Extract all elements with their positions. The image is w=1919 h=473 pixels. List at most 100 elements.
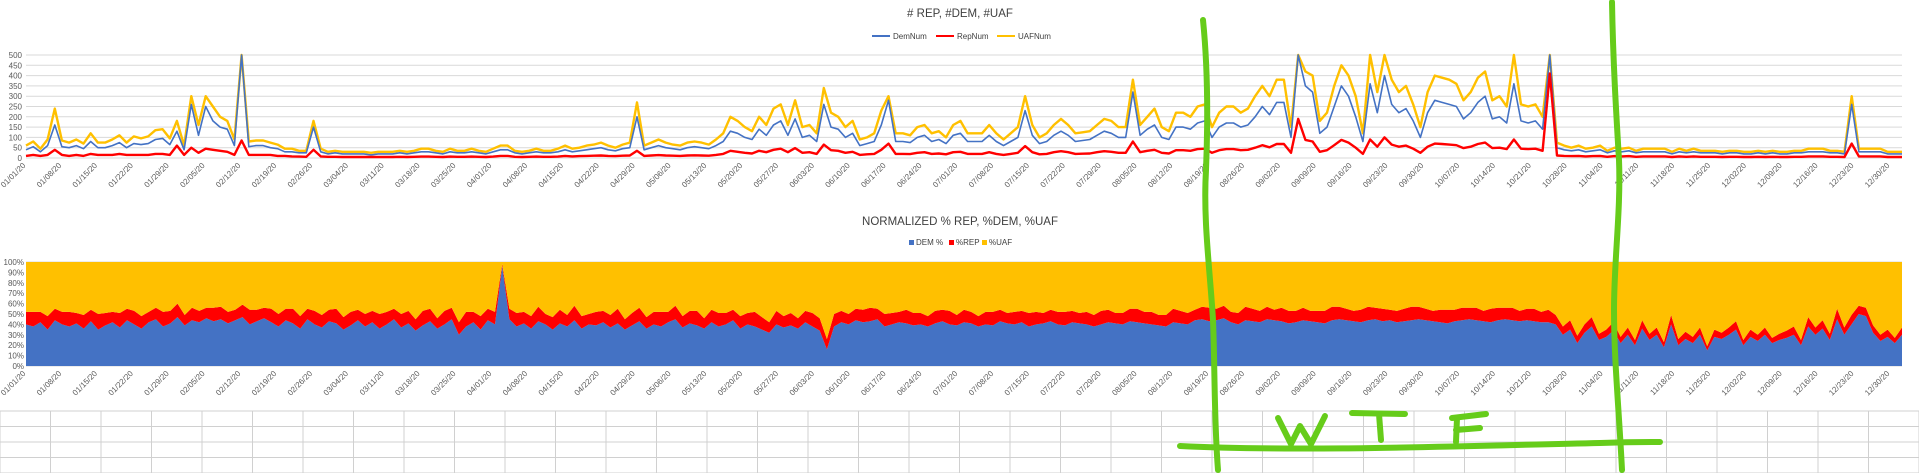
count-y-tick: 200 [9, 113, 23, 122]
percent-x-tick: 07/15/20 [1003, 369, 1032, 398]
count-x-tick: 09/16/20 [1325, 161, 1354, 190]
count-y-tick: 350 [9, 82, 23, 91]
percent-x-tick: 09/23/20 [1361, 369, 1390, 398]
count-x-tick: 10/28/20 [1540, 161, 1569, 190]
spreadsheet-cell-grid[interactable] [0, 410, 1919, 473]
count-y-tick: 150 [9, 123, 23, 132]
count-x-tick: 03/11/20 [358, 161, 386, 189]
annotation-letter-w [1275, 413, 1328, 447]
count-x-tick: 04/29/20 [608, 161, 637, 190]
count-x-tick: 02/12/20 [214, 161, 243, 190]
percent-x-tick: 03/25/20 [429, 369, 458, 398]
percent-y-tick: 80% [8, 279, 24, 288]
annotation-letter-t [1349, 410, 1408, 443]
percent-x-tick: 12/16/20 [1791, 369, 1820, 398]
count-x-tick: 05/06/20 [644, 161, 673, 190]
count-x-tick: 06/24/20 [895, 161, 924, 190]
legend-uafnum-label: UAFNum [1018, 32, 1051, 41]
percent-x-tick: 06/10/20 [823, 369, 852, 398]
count-x-tick: 04/22/20 [573, 161, 602, 190]
percent-chart-legend: DEM % %REP %UAF [909, 238, 1012, 247]
percent-x-tick: 02/19/20 [250, 369, 279, 398]
count-y-tick: 500 [9, 51, 23, 60]
percent-x-tick: 09/09/20 [1289, 369, 1318, 398]
count-x-tick: 11/18/20 [1648, 161, 1676, 189]
legend-dem-pct-label: DEM % [916, 238, 943, 247]
count-x-tick: 01/29/20 [142, 161, 171, 190]
count-x-tick: 12/23/20 [1827, 161, 1856, 190]
percent-x-tick: 01/22/20 [107, 369, 136, 398]
count-x-tick: 06/10/20 [823, 161, 852, 190]
percent-x-tick: 02/05/20 [178, 369, 207, 398]
count-x-tick: 09/23/20 [1361, 161, 1390, 190]
percent-y-tick: 40% [8, 320, 24, 329]
percent-x-tick: 04/08/20 [501, 369, 530, 398]
percent-x-tick: 09/30/20 [1397, 369, 1426, 398]
percent-x-tick: 03/11/20 [358, 369, 386, 397]
percent-x-tick: 10/14/20 [1469, 369, 1498, 398]
count-x-tick: 03/25/20 [429, 161, 458, 190]
count-x-tick: 12/02/20 [1720, 161, 1749, 190]
count-x-tick: 03/04/20 [322, 161, 351, 190]
count-y-tick: 250 [9, 103, 23, 112]
series-line-repnum [25, 72, 1902, 159]
count-x-tick: 10/21/20 [1505, 161, 1534, 190]
percent-x-tick: 05/20/20 [716, 369, 745, 398]
count-x-tick: 01/15/20 [71, 161, 100, 190]
stacked-area-uaf [26, 262, 1902, 347]
count-x-tick: 03/18/20 [393, 161, 422, 190]
percent-x-tick: 06/03/20 [788, 369, 817, 398]
count-y-tick: 450 [9, 61, 23, 70]
percent-y-tick: 70% [8, 289, 24, 298]
count-chart-title: # REP, #DEM, #UAF [907, 8, 1013, 20]
percent-y-tick: 90% [8, 268, 24, 277]
count-x-tick: 02/26/20 [286, 161, 315, 190]
percent-x-tick: 10/21/20 [1505, 369, 1534, 398]
percent-x-tick: 12/02/20 [1720, 369, 1749, 398]
percent-x-tick: 07/08/20 [967, 369, 996, 398]
percent-x-tick: 11/04/20 [1577, 369, 1605, 397]
count-x-tick: 09/09/20 [1289, 161, 1318, 190]
percent-x-tick: 07/29/20 [1074, 369, 1103, 398]
count-x-tick: 12/16/20 [1791, 161, 1820, 190]
percent-chart-x-tick-labels: 01/01/20 01/08/20 01/15/20 01/22/20 01/29/20… [0, 369, 1892, 398]
percent-x-tick: 12/23/20 [1827, 369, 1856, 398]
count-chart-series-lines [25, 53, 1902, 159]
legend-uaf-pct-swatch [982, 240, 987, 245]
count-x-tick: 08/26/20 [1218, 161, 1247, 190]
count-x-tick: 10/07/20 [1433, 161, 1462, 190]
annotation-right-vertical-stroke [1609, 0, 1625, 473]
count-x-tick: 12/09/20 [1755, 161, 1784, 190]
percent-x-tick: 04/01/20 [465, 369, 494, 398]
count-x-tick: 09/02/20 [1254, 161, 1283, 190]
percent-x-tick: 09/02/20 [1254, 369, 1283, 398]
percent-x-tick: 08/19/20 [1182, 369, 1211, 398]
percent-x-tick: 10/07/20 [1433, 369, 1462, 398]
percent-x-tick: 04/22/20 [573, 369, 602, 398]
series-line-demnum [25, 54, 1902, 156]
percent-x-tick: 03/04/20 [322, 369, 351, 398]
count-x-tick: 02/19/20 [250, 161, 279, 190]
percent-y-tick: 60% [8, 300, 24, 309]
percent-x-tick: 01/01/20 [0, 369, 28, 398]
percent-chart-stacked-areas [26, 262, 1902, 366]
legend-rep-pct-label: %REP [956, 238, 980, 247]
count-x-tick: 05/13/20 [680, 161, 709, 190]
percent-x-tick: 04/29/20 [608, 369, 637, 398]
count-y-tick: 400 [9, 72, 23, 81]
count-x-tick: 07/15/20 [1003, 161, 1032, 190]
count-x-tick: 11/25/20 [1684, 161, 1712, 189]
count-y-tick: 300 [9, 92, 23, 101]
percent-x-tick: 08/05/20 [1110, 369, 1139, 398]
percent-x-tick: 06/17/20 [859, 369, 888, 398]
percent-x-tick: 10/28/20 [1540, 369, 1569, 398]
count-x-tick: 12/30/20 [1863, 161, 1892, 190]
percent-x-tick: 09/16/20 [1325, 369, 1354, 398]
percent-x-tick: 12/09/20 [1755, 369, 1784, 398]
percent-x-tick: 01/29/20 [142, 369, 171, 398]
count-x-tick: 04/08/20 [501, 161, 530, 190]
series-line-uafnum [25, 53, 1902, 155]
legend-demnum-label: DemNum [893, 32, 927, 41]
